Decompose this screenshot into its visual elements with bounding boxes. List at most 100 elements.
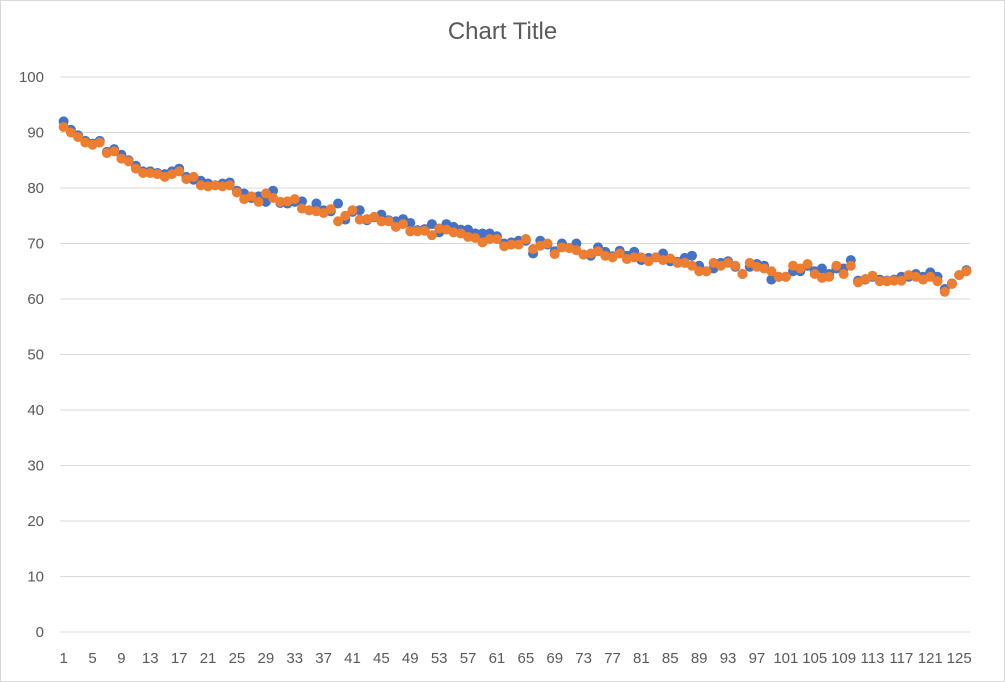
point-s2-70	[556, 242, 567, 253]
point-s2-115	[881, 276, 892, 287]
point-s1-106	[816, 263, 827, 274]
point-s2-78	[614, 248, 625, 259]
point-s2-126	[961, 266, 972, 277]
x-tick-label-85: 85	[662, 650, 679, 667]
point-s2-27	[246, 191, 257, 202]
x-tick-label-49: 49	[402, 650, 419, 667]
x-tick-label-73: 73	[575, 650, 592, 667]
x-tick-label-121: 121	[918, 650, 943, 667]
point-s2-6	[94, 137, 105, 148]
point-s2-10	[123, 156, 134, 167]
y-tick-label-90: 90	[27, 125, 44, 142]
point-s2-40	[340, 210, 351, 221]
point-s2-12	[138, 168, 149, 179]
point-s2-85	[665, 253, 676, 264]
data-series	[58, 116, 972, 297]
point-s2-29	[260, 188, 271, 199]
x-tick-label-61: 61	[489, 650, 506, 667]
point-s2-109	[838, 269, 849, 280]
point-s2-63	[506, 239, 517, 250]
point-s2-46	[383, 216, 394, 227]
point-s2-2	[65, 127, 76, 138]
x-tick-label-81: 81	[633, 650, 650, 667]
y-tick-label-100: 100	[19, 69, 44, 86]
x-tick-label-125: 125	[947, 650, 972, 667]
y-axis-ticks: 0 10 20 30 40 50 60 70 80 90 100	[19, 69, 44, 641]
point-s2-65	[520, 234, 531, 245]
point-s2-31	[275, 196, 286, 207]
point-s2-90	[701, 266, 712, 277]
point-s1-52	[426, 219, 437, 230]
point-s2-94	[730, 260, 741, 271]
point-s2-107	[824, 271, 835, 282]
x-tick-label-1: 1	[59, 650, 67, 667]
point-s2-68	[542, 238, 553, 249]
x-tick-label-117: 117	[889, 650, 913, 667]
point-s2-61	[491, 234, 502, 245]
point-s2-33	[289, 194, 300, 205]
point-s2-75	[593, 246, 604, 257]
y-tick-label-20: 20	[27, 513, 44, 530]
point-s2-48	[398, 219, 409, 230]
point-s2-100	[773, 271, 784, 282]
point-s2-104	[802, 259, 813, 270]
point-s2-108	[831, 260, 842, 271]
x-tick-label-21: 21	[200, 650, 217, 667]
point-s2-19	[188, 171, 199, 182]
point-s2-49	[405, 226, 416, 237]
point-s2-11	[130, 163, 141, 174]
point-s2-88	[686, 260, 697, 271]
x-tick-label-93: 93	[720, 650, 737, 667]
point-s1-39	[333, 198, 344, 209]
x-tick-label-29: 29	[257, 650, 274, 667]
point-s2-42	[354, 214, 365, 225]
point-s2-41	[347, 205, 358, 216]
point-s1-88	[686, 250, 697, 261]
x-tick-label-25: 25	[229, 650, 246, 667]
point-s2-72	[571, 245, 582, 256]
point-s1-59	[477, 228, 488, 239]
x-tick-label-37: 37	[315, 650, 332, 667]
y-tick-label-40: 40	[27, 402, 44, 419]
point-s2-122	[932, 276, 943, 287]
point-s2-116	[889, 275, 900, 286]
point-s2-28	[253, 196, 264, 207]
x-tick-label-13: 13	[142, 650, 159, 667]
point-s2-101	[780, 271, 791, 282]
y-tick-label-10: 10	[27, 569, 44, 586]
point-s2-113	[867, 270, 878, 281]
x-tick-label-17: 17	[171, 650, 188, 667]
x-tick-label-53: 53	[431, 650, 448, 667]
point-s2-114	[874, 276, 885, 287]
point-s1-36	[311, 198, 322, 209]
point-s2-60	[484, 234, 495, 245]
point-s2-123	[939, 286, 950, 297]
point-s1-42	[354, 205, 365, 216]
x-tick-label-77: 77	[604, 650, 621, 667]
y-tick-label-0: 0	[36, 624, 44, 641]
x-tick-label-109: 109	[831, 650, 856, 667]
point-s2-89	[694, 266, 705, 277]
point-s2-99	[766, 266, 777, 277]
y-tick-label-50: 50	[27, 347, 44, 364]
point-s2-25	[231, 187, 242, 198]
point-s2-86	[672, 257, 683, 268]
point-s2-52	[426, 230, 437, 241]
x-tick-label-101: 101	[773, 650, 798, 667]
point-s2-1	[58, 121, 69, 132]
point-s2-95	[737, 269, 748, 280]
point-s2-3	[73, 131, 84, 142]
x-tick-label-69: 69	[546, 650, 563, 667]
series-2	[58, 121, 972, 297]
point-s2-17	[174, 166, 185, 177]
point-s2-8	[109, 146, 120, 157]
x-tick-label-57: 57	[460, 650, 477, 667]
chart-title: Chart Title	[447, 18, 558, 45]
x-tick-label-97: 97	[749, 650, 766, 667]
point-s2-121	[925, 271, 936, 282]
y-tick-label-70: 70	[27, 236, 44, 253]
gridlines	[60, 76, 970, 633]
x-tick-label-113: 113	[861, 650, 885, 667]
point-s2-45	[376, 216, 387, 227]
